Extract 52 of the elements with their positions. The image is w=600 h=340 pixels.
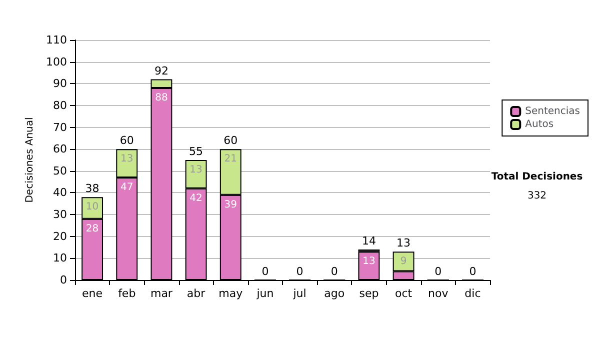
x-tick-label: feb [118, 287, 136, 300]
data-label: 13 [190, 164, 202, 176]
y-tick-label: 80 [53, 98, 67, 112]
total-label: 0 [469, 265, 476, 278]
y-tick-label: 10 [53, 252, 67, 265]
total-label: 13 [396, 236, 411, 250]
x-tick-label: jun [256, 287, 274, 300]
total-label: 60 [120, 134, 134, 148]
x-tick-label: nov [428, 287, 449, 300]
text: 332 [527, 190, 547, 202]
text: Total Decisiones [491, 172, 583, 182]
y-tick-label: 20 [53, 230, 67, 243]
data-label: 13 [120, 154, 134, 165]
total-label: 55 [189, 145, 204, 158]
y-tick-label: 70 [53, 120, 67, 134]
x-tick-label: jul [292, 287, 306, 300]
x-tick-label: ago [324, 287, 345, 300]
total-label: 0 [262, 265, 269, 278]
data-label: 39 [224, 199, 237, 210]
y-tick-label: 40 [53, 186, 67, 200]
data-label: 13 [362, 256, 376, 268]
total-label: 0 [296, 265, 304, 278]
x-tick-label: sep [359, 287, 379, 300]
data-label: 21 [224, 154, 237, 165]
x-tick-label: mar [150, 287, 173, 300]
x-tick-label: abr [186, 287, 206, 300]
legend-label: Autos [525, 119, 554, 130]
total-label: 38 [85, 182, 100, 196]
y-tick-label: 110 [46, 34, 67, 46]
x-tick-label: oct [394, 287, 413, 300]
total-label: 0 [434, 265, 442, 278]
x-tick-label: may [218, 287, 244, 300]
x-tick-label: dic [464, 287, 481, 300]
total-label: 60 [224, 134, 238, 148]
y-axis-title: Decisiones Anual [24, 117, 36, 203]
y-tick-label: 90 [53, 77, 67, 90]
y-tick-label: 50 [53, 164, 67, 178]
data-label: 9 [400, 256, 407, 268]
total-label: 0 [330, 265, 338, 278]
total-label: 92 [154, 64, 168, 78]
data-label: 28 [86, 223, 99, 234]
total-label: 14 [362, 234, 376, 248]
data-label: 47 [120, 182, 134, 193]
data-label: 42 [190, 192, 202, 204]
x-tick-label: ene [82, 287, 103, 300]
y-tick-label: 0 [60, 274, 67, 286]
y-tick-label: 100 [46, 55, 67, 68]
legend-label: Sentencias [525, 106, 580, 117]
data-label: 88 [155, 92, 168, 104]
y-tick-label: 60 [53, 142, 67, 156]
data-label: 10 [86, 202, 99, 213]
y-tick-label: 30 [53, 208, 67, 222]
